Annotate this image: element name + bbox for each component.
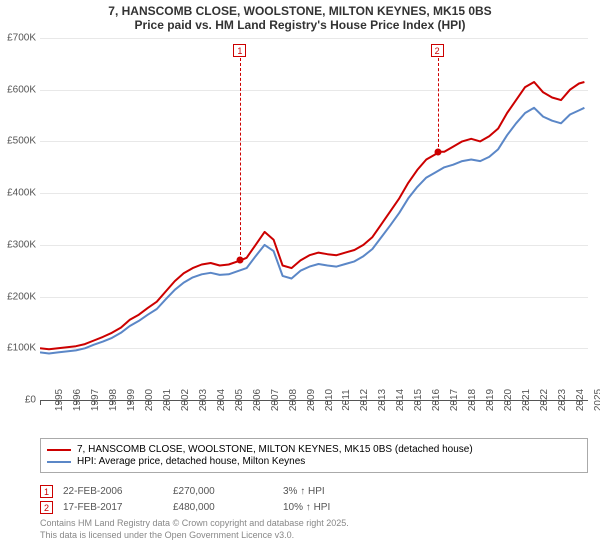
price-chart: £0£100K£200K£300K£400K£500K£600K£700K199… [40, 38, 588, 400]
series-hpi [40, 108, 584, 354]
sale-2-pct-suffix: HPI [314, 502, 331, 513]
sale-2-pct-value: 10% [283, 502, 303, 513]
sale-row-1: 1 22-FEB-2006 £270,000 3% ↑ HPI [40, 485, 373, 498]
sales-footer: 1 22-FEB-2006 £270,000 3% ↑ HPI 2 17-FEB… [40, 482, 373, 541]
ytick-label: £400K [7, 188, 40, 199]
up-arrow-icon: ↑ [300, 486, 305, 497]
chart-legend: 7, HANSCOMB CLOSE, WOOLSTONE, MILTON KEY… [40, 438, 588, 473]
sale-marker-1-icon: 1 [40, 485, 53, 498]
legend-swatch-subject [47, 449, 71, 451]
legend-item-subject: 7, HANSCOMB CLOSE, WOOLSTONE, MILTON KEY… [47, 444, 581, 455]
sale-marker-2-icon: 2 [40, 501, 53, 514]
chart-title-subtitle: Price paid vs. HM Land Registry's House … [0, 18, 600, 32]
sale-marker-2: 2 [431, 44, 444, 57]
credits-line-1: Contains HM Land Registry data © Crown c… [40, 518, 373, 530]
legend-label-subject: 7, HANSCOMB CLOSE, WOOLSTONE, MILTON KEY… [77, 444, 473, 455]
series-subject [40, 82, 584, 349]
data-credits: Contains HM Land Registry data © Crown c… [40, 518, 373, 541]
ytick-label: £500K [7, 136, 40, 147]
sale-marker-1: 1 [233, 44, 246, 57]
chart-title-address: 7, HANSCOMB CLOSE, WOOLSTONE, MILTON KEY… [0, 4, 600, 18]
ytick-label: £300K [7, 239, 40, 250]
legend-label-hpi: HPI: Average price, detached house, Milt… [77, 456, 305, 467]
credits-line-2: This data is licensed under the Open Gov… [40, 530, 373, 542]
legend-item-hpi: HPI: Average price, detached house, Milt… [47, 456, 581, 467]
sale-dot-1 [237, 257, 244, 264]
sale-1-date: 22-FEB-2006 [63, 486, 173, 497]
sale-2-price: £480,000 [173, 502, 283, 513]
up-arrow-icon: ↑ [306, 502, 311, 513]
ytick-label: £0 [25, 395, 40, 406]
ytick-label: £600K [7, 84, 40, 95]
sale-1-pct-value: 3% [283, 486, 297, 497]
ytick-label: £200K [7, 291, 40, 302]
ytick-label: £100K [7, 343, 40, 354]
sale-row-2: 2 17-FEB-2017 £480,000 10% ↑ HPI [40, 501, 373, 514]
sale-2-date: 17-FEB-2017 [63, 502, 173, 513]
ytick-label: £700K [7, 33, 40, 44]
legend-swatch-hpi [47, 461, 71, 463]
sale-1-pct: 3% ↑ HPI [283, 486, 373, 497]
sale-1-pct-suffix: HPI [308, 486, 325, 497]
sale-1-price: £270,000 [173, 486, 283, 497]
chart-title-block: 7, HANSCOMB CLOSE, WOOLSTONE, MILTON KEY… [0, 0, 600, 34]
sale-2-pct: 10% ↑ HPI [283, 502, 373, 513]
chart-svg [40, 38, 588, 400]
sale-dot-2 [434, 148, 441, 155]
